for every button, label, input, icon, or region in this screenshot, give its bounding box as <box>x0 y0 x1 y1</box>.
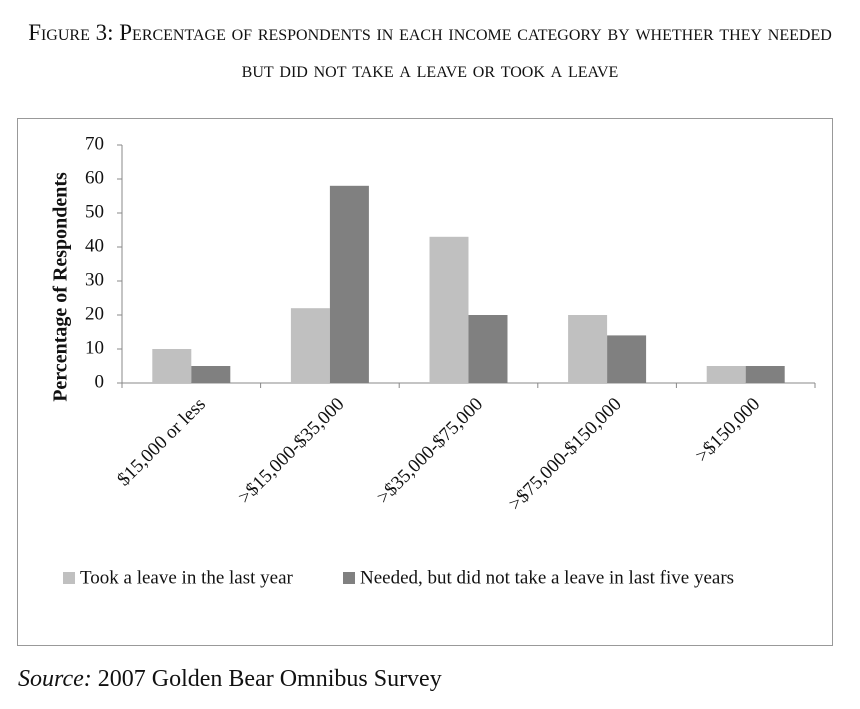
x-tick-label: $15,000 or less <box>113 394 210 491</box>
y-axis-label: Percentage of Respondents <box>50 172 72 402</box>
chart-title: Figure 3: Percentage of respondents in e… <box>28 20 832 82</box>
bar <box>191 366 231 383</box>
legend-label: Needed, but did not take a leave in last… <box>360 567 734 588</box>
chart-frame <box>17 118 833 646</box>
bar <box>568 315 608 383</box>
bar <box>607 335 647 383</box>
bar <box>468 315 508 383</box>
y-tick-label: 40 <box>85 235 104 256</box>
legend-swatch <box>343 572 355 584</box>
y-tick-label: 0 <box>95 371 105 392</box>
x-tick-label: >$15,000-$35,000 <box>234 394 348 508</box>
bar <box>706 366 746 383</box>
y-tick-label: 10 <box>85 337 104 358</box>
y-tick-label: 70 <box>85 133 104 154</box>
source-label: Source: <box>18 666 92 692</box>
x-tick-label: >$150,000 <box>692 394 765 467</box>
x-tick-label: >$75,000-$150,000 <box>505 394 626 515</box>
source-text: 2007 Golden Bear Omnibus Survey <box>97 666 442 692</box>
bar <box>290 308 330 383</box>
y-tick-label: 30 <box>85 269 104 290</box>
y-tick-label: 20 <box>85 303 104 324</box>
source: Source: 2007 Golden Bear Omnibus Survey <box>18 666 442 693</box>
bar <box>745 366 785 383</box>
x-tick-label: >$35,000-$75,000 <box>373 394 487 508</box>
bar <box>429 236 469 383</box>
bar <box>152 349 192 383</box>
bar <box>329 185 369 383</box>
legend-swatch <box>63 572 75 584</box>
y-tick-label: 60 <box>85 167 104 188</box>
legend-label: Took a leave in the last year <box>80 567 294 588</box>
y-tick-label: 50 <box>85 201 104 222</box>
